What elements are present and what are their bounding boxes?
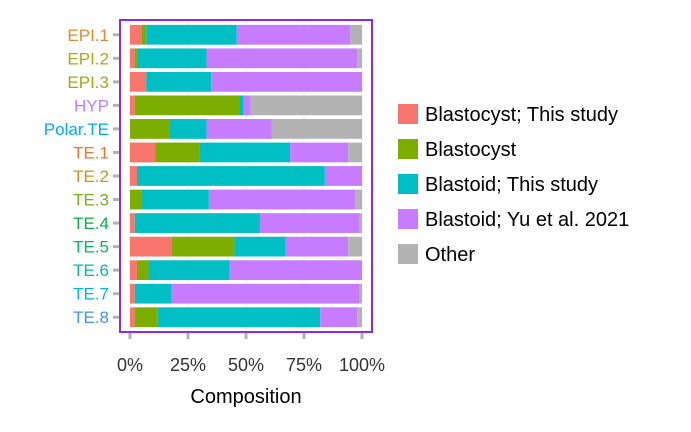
bar-te-5-series-1 bbox=[171, 236, 235, 257]
x-tick-label: 50% bbox=[228, 355, 264, 375]
bar-epi-1-series-4 bbox=[350, 24, 362, 45]
x-tick-label: 100% bbox=[339, 355, 385, 375]
y-tick-label: TE.7 bbox=[73, 285, 109, 304]
y-tick-label: TE.2 bbox=[73, 167, 109, 186]
legend-label: Blastoid; This study bbox=[425, 174, 598, 196]
legend-label: Blastocyst bbox=[425, 139, 517, 161]
y-tick-label: Polar.TE bbox=[44, 120, 109, 139]
y-tick-label: TE.3 bbox=[73, 191, 109, 210]
bar-te-5-series-3 bbox=[285, 236, 349, 257]
bar-te-7-series-2 bbox=[134, 283, 172, 304]
legend-label: Blastocyst; This study bbox=[425, 104, 618, 126]
bar-epi-2-series-4 bbox=[357, 48, 362, 69]
bar-epi-2-series-3 bbox=[206, 48, 358, 69]
bar-te-3-series-2 bbox=[141, 189, 209, 210]
legend: Blastocyst; This study Blastocyst Blastoid… bbox=[398, 104, 629, 266]
bar-hyp-series-3 bbox=[243, 95, 251, 116]
y-tick-label: EPI.2 bbox=[67, 49, 109, 68]
bar-hyp-series-2 bbox=[239, 95, 244, 116]
bar-epi-3-series-3 bbox=[211, 71, 362, 92]
x-tick-label: 75% bbox=[286, 355, 322, 375]
bar-te-3-series-3 bbox=[208, 189, 356, 210]
bar-te-1-series-2 bbox=[199, 142, 291, 163]
bar-te-8-series-1 bbox=[134, 307, 158, 328]
bar-te-4-series-4 bbox=[359, 213, 362, 233]
bar-epi-1-series-2 bbox=[146, 24, 237, 45]
panel-frame bbox=[119, 19, 373, 333]
bar-te-4-series-2 bbox=[134, 213, 260, 233]
x-tick-label: 0% bbox=[117, 355, 143, 375]
bars bbox=[130, 24, 362, 328]
legend-swatch bbox=[398, 244, 418, 264]
bar-polar-te-series-4 bbox=[271, 119, 362, 139]
y-tick-label: EPI.3 bbox=[67, 73, 109, 92]
bar-te-2-series-0 bbox=[130, 166, 137, 186]
y-tick-label: TE.4 bbox=[73, 214, 109, 233]
bar-te-8-series-4 bbox=[357, 307, 362, 328]
bar-te-5-series-2 bbox=[234, 236, 286, 257]
bar-te-2-series-2 bbox=[136, 166, 325, 186]
bar-epi-2-series-0 bbox=[130, 48, 135, 69]
bar-epi-3-series-2 bbox=[146, 71, 212, 92]
y-tick-label: TE.6 bbox=[73, 261, 109, 280]
bar-te-1-series-1 bbox=[155, 142, 200, 163]
bar-te-2-series-3 bbox=[324, 166, 362, 186]
y-tick-label: TE.8 bbox=[73, 308, 109, 327]
legend-swatch bbox=[398, 104, 418, 124]
bar-te-1-series-4 bbox=[348, 142, 362, 163]
bar-epi-1-series-0 bbox=[130, 24, 142, 45]
bar-te-6-series-2 bbox=[148, 260, 230, 281]
bar-hyp-series-0 bbox=[130, 95, 135, 116]
y-tick-label: TE.5 bbox=[73, 238, 109, 257]
bar-epi-2-series-1 bbox=[134, 48, 137, 69]
bar-te-8-series-3 bbox=[320, 307, 358, 328]
bar-te-7-series-0 bbox=[130, 283, 135, 304]
bar-epi-1-series-3 bbox=[236, 24, 351, 45]
bar-polar-te-series-3 bbox=[206, 119, 272, 139]
y-axis: EPI.1 EPI.2 EPI.3 HYP Polar.TE TE.1 TE.2 TE.3 TE… bbox=[44, 26, 119, 327]
bar-te-1-series-0 bbox=[130, 142, 156, 163]
bar-te-6-series-1 bbox=[136, 260, 149, 281]
bar-te-4-series-0 bbox=[130, 213, 135, 233]
x-tick-label: 25% bbox=[170, 355, 206, 375]
bar-te-6-series-3 bbox=[229, 260, 362, 281]
bar-te-5-series-0 bbox=[130, 236, 172, 257]
x-axis-title: Composition bbox=[190, 386, 301, 408]
bar-te-8-series-2 bbox=[157, 307, 321, 328]
y-tick-label: HYP bbox=[74, 96, 109, 115]
bar-te-6-series-0 bbox=[130, 260, 137, 281]
bar-polar-te-series-2 bbox=[169, 119, 207, 139]
bar-hyp-series-4 bbox=[250, 95, 362, 116]
legend-swatch bbox=[398, 174, 418, 194]
bar-hyp-series-1 bbox=[134, 95, 240, 116]
y-tick-label: EPI.1 bbox=[67, 26, 109, 45]
bar-te-1-series-3 bbox=[290, 142, 349, 163]
bar-te-7-series-3 bbox=[171, 283, 360, 304]
legend-swatch bbox=[398, 139, 418, 159]
bar-te-3-series-1 bbox=[130, 189, 142, 210]
bar-te-7-series-4 bbox=[359, 283, 362, 304]
bar-te-8-series-0 bbox=[130, 307, 135, 328]
y-tick-label: TE.1 bbox=[73, 143, 109, 162]
bar-polar-te-series-1 bbox=[130, 119, 170, 139]
bar-te-5-series-4 bbox=[348, 236, 362, 257]
legend-label: Other bbox=[425, 244, 475, 266]
bar-te-4-series-3 bbox=[259, 213, 360, 233]
bar-epi-3-series-0 bbox=[130, 71, 147, 92]
bar-epi-1-series-1 bbox=[141, 24, 147, 45]
bar-epi-2-series-2 bbox=[136, 48, 207, 69]
legend-label: Blastoid; Yu et al. 2021 bbox=[425, 209, 629, 231]
x-axis: Composition 0% 25% 50% 75% 100% bbox=[117, 333, 385, 408]
legend-swatch bbox=[398, 209, 418, 229]
bar-te-3-series-4 bbox=[355, 189, 362, 210]
